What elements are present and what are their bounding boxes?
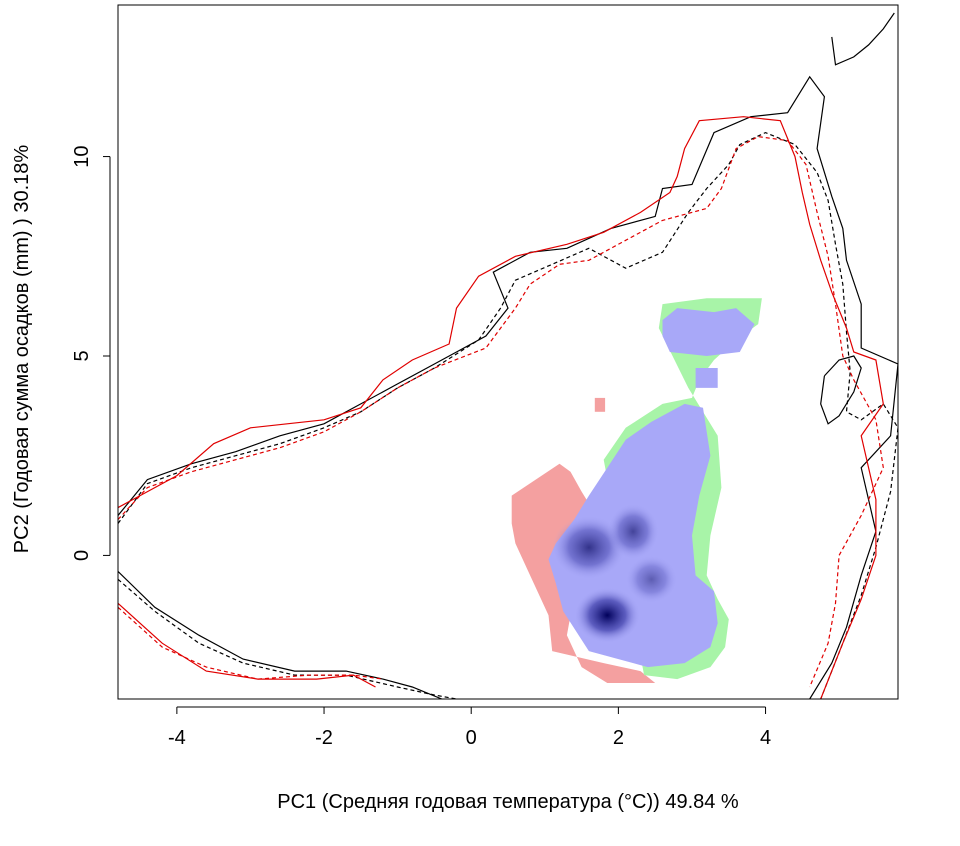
contour-black-dashed [118, 131, 898, 699]
plot-frame [117, 4, 899, 700]
density-core-2 [607, 503, 659, 560]
y-axis: 0 5 10 [71, 145, 111, 561]
red-blob-small [594, 397, 606, 412]
environment-contours [118, 12, 898, 699]
x-tick-label: 0 [466, 727, 477, 749]
plot-area [118, 12, 898, 699]
x-tick-label: 2 [613, 727, 624, 749]
blue-zone-link [695, 368, 718, 388]
x-tick-label: -4 [168, 727, 186, 749]
density-core-1 [552, 515, 626, 580]
contour-red-solid [118, 116, 884, 699]
x-tick-label: -2 [315, 727, 333, 749]
contour-red-solid-lower [118, 602, 376, 688]
contour-black-solid-loop [820, 355, 862, 425]
contour-red-dashed [118, 135, 884, 688]
x-tick-label: 4 [760, 727, 771, 749]
x-axis: -4 -2 0 2 4 [168, 706, 771, 749]
contour-black-solid-lower [118, 570, 443, 699]
contour-black-dashed-lower [118, 578, 457, 699]
y-tick-label: 5 [71, 350, 93, 361]
density-core-3 [625, 555, 678, 604]
y-axis-label: PC2 (Годовая сумма осадков (mm) ) 30.18% [11, 145, 33, 554]
contour-black-solid [118, 75, 898, 699]
blue-zone-upper [662, 308, 755, 356]
y-tick-label: 10 [71, 145, 93, 167]
contour-black-solid-fragment [831, 12, 895, 66]
y-tick-label: 0 [71, 550, 93, 561]
density-cores [552, 503, 678, 644]
x-axis-label: PC1 (Средняя годовая температура (°С)) 4… [277, 791, 739, 813]
density-core-0 [574, 587, 641, 644]
contour-red-dashed-lower [118, 606, 383, 680]
